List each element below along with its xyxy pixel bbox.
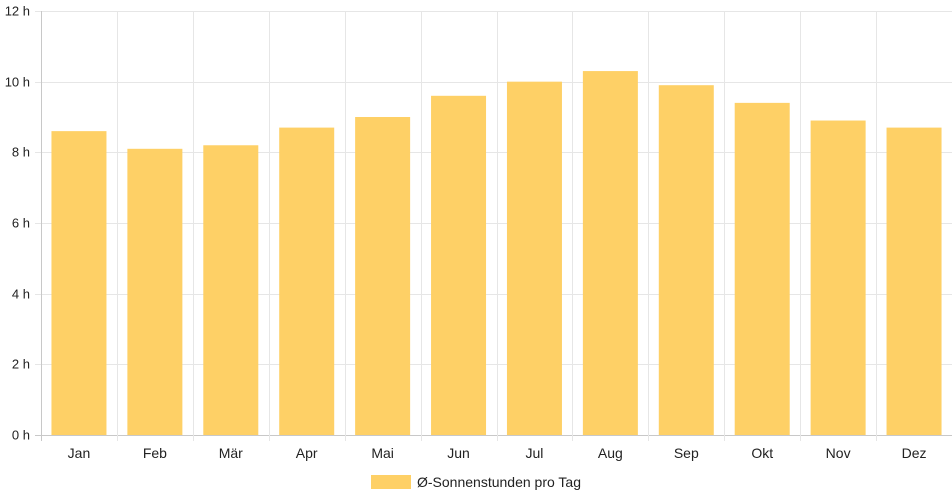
bar-mär[interactable]: [203, 145, 259, 435]
x-tick-label: Mär: [219, 445, 243, 461]
y-axis-ticks: 0 h 2 h 4 h 6 h 8 h 10 h 12 h: [5, 4, 30, 443]
x-tick-label: Dez: [902, 445, 927, 461]
bar-jul[interactable]: [506, 81, 562, 436]
x-axis-ticks: Jan Feb Mär Apr Mai Jun Jul Aug Sep Okt Nov Dez: [68, 445, 927, 461]
x-tick-label: Jul: [526, 445, 544, 461]
y-tick-label: 2 h: [12, 357, 30, 372]
bar-group: [51, 71, 942, 436]
bar-chart: 0 h2 h4 h6 h8 h10 h12 h Jan Feb Mär Apr Mai J…: [5, 4, 952, 461]
y-tick-label: 6 h: [12, 216, 30, 231]
x-tick-label: Feb: [143, 445, 167, 461]
bar-dez[interactable]: [886, 127, 942, 435]
bar-sep[interactable]: [658, 85, 714, 435]
y-tick-label: 8 h: [12, 145, 30, 160]
y-tick-label: 0 h: [12, 428, 30, 443]
legend-swatch: [371, 475, 411, 489]
bar-apr[interactable]: [279, 127, 335, 435]
bar-jun[interactable]: [431, 95, 487, 436]
x-tick-label: Nov: [826, 445, 851, 461]
x-tick-label: Jun: [447, 445, 470, 461]
legend-label: Ø-Sonnenstunden pro Tag: [417, 474, 581, 490]
bar-nov[interactable]: [810, 120, 866, 436]
y-tick-label: 10 h: [5, 75, 30, 90]
bar-okt[interactable]: [734, 102, 790, 435]
y-tick-label: 4 h: [12, 287, 30, 302]
bar-aug[interactable]: [582, 71, 638, 436]
grid-lines: [35, 11, 952, 441]
x-tick-label: Aug: [598, 445, 623, 461]
y-tick-label: 12 h: [5, 4, 30, 19]
x-tick-label: Mai: [371, 445, 394, 461]
x-tick-label: Sep: [674, 445, 699, 461]
bar-mai[interactable]: [355, 117, 411, 435]
bar-jan[interactable]: [51, 131, 107, 435]
x-tick-label: Jan: [68, 445, 91, 461]
x-tick-label: Okt: [751, 445, 773, 461]
legend: Ø-Sonnenstunden pro Tag: [0, 472, 952, 492]
bar-feb[interactable]: [127, 148, 183, 436]
x-tick-label: Apr: [296, 445, 318, 461]
